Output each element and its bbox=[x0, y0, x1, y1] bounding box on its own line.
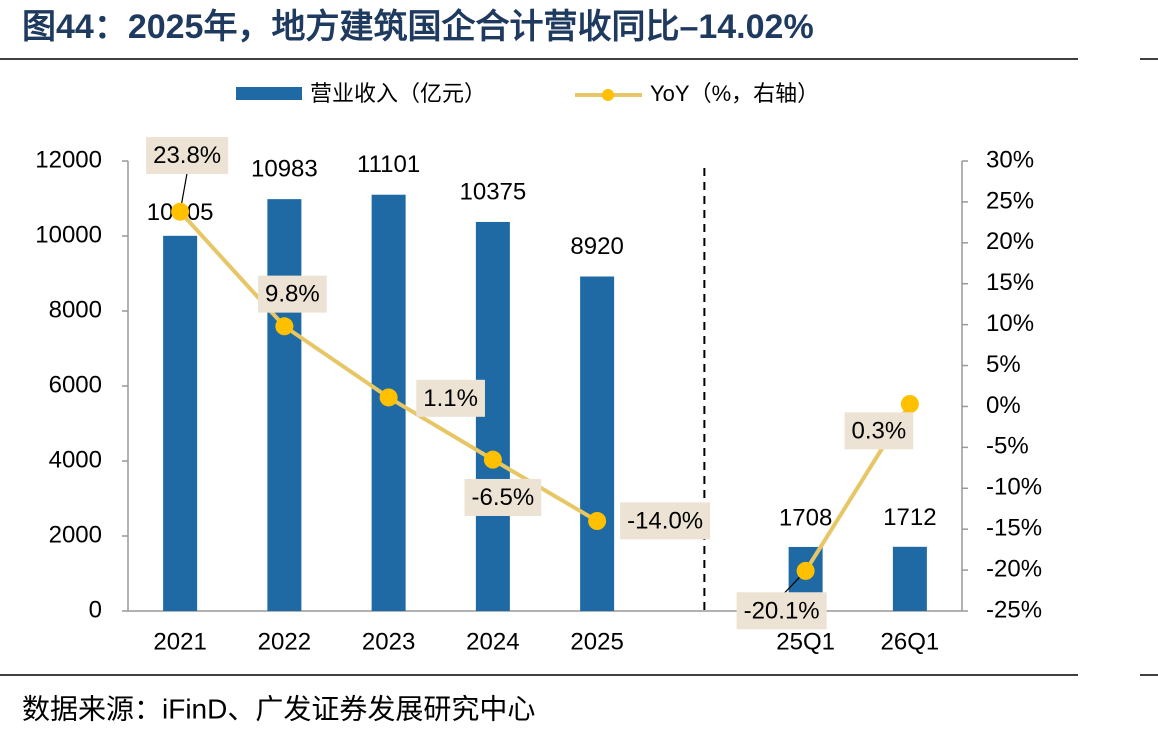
y2-tick-label: 25% bbox=[986, 187, 1034, 214]
line-point bbox=[275, 317, 294, 336]
x-tick-label: 2025 bbox=[570, 628, 623, 655]
bar-value-label: 11101 bbox=[357, 151, 420, 178]
x-tick-label: 26Q1 bbox=[881, 628, 940, 655]
bar-value-label: 10983 bbox=[251, 155, 318, 182]
y2-tick-label: 10% bbox=[986, 310, 1034, 337]
line-point bbox=[483, 450, 502, 469]
line-value-label: -14.0% bbox=[627, 507, 703, 534]
label-box bbox=[736, 592, 827, 630]
legend-swatch bbox=[602, 89, 614, 101]
bar-value-label: 1708 bbox=[779, 504, 832, 531]
line-value-label: -20.1% bbox=[744, 597, 820, 624]
y-tick-label: 10000 bbox=[35, 221, 102, 248]
bar bbox=[580, 276, 615, 611]
y2-tick-label: -10% bbox=[986, 474, 1042, 501]
line-point bbox=[900, 395, 919, 413]
line-value-label: 9.8% bbox=[265, 281, 320, 308]
legend-label: 营业收入（亿元） bbox=[310, 81, 486, 106]
y-tick-label: 4000 bbox=[49, 446, 102, 473]
y2-tick-label: 5% bbox=[986, 351, 1021, 378]
bar-value-label: 10375 bbox=[460, 178, 527, 205]
line-point bbox=[171, 202, 190, 221]
bar-value-label: 1712 bbox=[883, 504, 936, 531]
y2-tick-label: 20% bbox=[986, 228, 1034, 255]
line-point bbox=[379, 388, 398, 407]
y2-tick-label: -20% bbox=[986, 555, 1042, 582]
line-point bbox=[796, 561, 815, 580]
y2-tick-label: 15% bbox=[986, 269, 1034, 296]
line-value-label: 1.1% bbox=[423, 385, 478, 412]
bar bbox=[267, 199, 302, 611]
y-tick-label: 6000 bbox=[49, 371, 102, 398]
source-note: 数据来源：iFinD、广发证券发展研究中心 bbox=[22, 693, 535, 724]
x-tick-label: 25Q1 bbox=[776, 628, 835, 655]
y-tick-label: 0 bbox=[89, 596, 102, 623]
bar bbox=[163, 235, 198, 611]
y2-tick-label: -5% bbox=[986, 433, 1029, 460]
x-tick-label: 2024 bbox=[466, 628, 519, 655]
label-box bbox=[844, 412, 914, 450]
y-tick-label: 2000 bbox=[49, 521, 102, 548]
label-box bbox=[620, 502, 711, 540]
legend-swatch bbox=[236, 87, 302, 100]
label-box bbox=[258, 275, 327, 313]
y2-tick-label: 30% bbox=[986, 146, 1034, 173]
line-point bbox=[588, 512, 607, 530]
legend-label: YoY（%，右轴） bbox=[650, 81, 819, 106]
x-tick-label: 2023 bbox=[362, 628, 415, 655]
line-value-label: 23.8% bbox=[153, 142, 221, 169]
y2-tick-label: -15% bbox=[986, 515, 1042, 542]
bar bbox=[892, 546, 927, 611]
y2-tick-label: 0% bbox=[986, 392, 1021, 419]
chart-title: 图44：2025年，地方建筑国企合计营收同比–14.02% bbox=[22, 7, 814, 46]
x-tick-label: 2021 bbox=[153, 628, 206, 655]
label-box bbox=[146, 137, 229, 175]
line-value-label: -6.5% bbox=[472, 484, 535, 511]
y2-tick-label: -25% bbox=[986, 596, 1042, 623]
y-tick-label: 12000 bbox=[35, 146, 102, 173]
x-tick-label: 2022 bbox=[258, 628, 311, 655]
label-box bbox=[464, 478, 542, 516]
label-box bbox=[416, 379, 485, 417]
bar-value-label: 8920 bbox=[570, 233, 623, 260]
line-value-label: 0.3% bbox=[852, 417, 907, 444]
y-tick-label: 8000 bbox=[49, 296, 102, 323]
